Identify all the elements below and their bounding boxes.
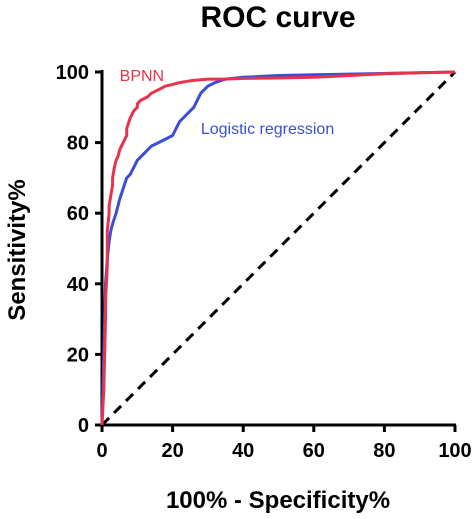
y-tick-label: 80 — [67, 133, 89, 155]
plot-area: 0 20 40 60 80 100 0 20 40 60 80 100 BPNN Logistic reg… — [56, 62, 472, 462]
x-tick-label: 0 — [96, 440, 107, 462]
y-tick-label: 20 — [67, 344, 89, 366]
reference-line — [100, 70, 457, 427]
chart-title: ROC curve — [200, 1, 355, 34]
x-tick-label: 100 — [438, 440, 471, 462]
y-tick-label: 100 — [56, 62, 89, 84]
series-label-bpnn: BPNN — [120, 68, 164, 85]
x-tick-label: 20 — [161, 440, 183, 462]
series-line-bpnn — [100, 70, 456, 426]
series-label-logistic-regression: Logistic regression — [201, 121, 334, 138]
y-axis-label: Sensitivity% — [4, 179, 31, 320]
y-tick-label: 60 — [67, 203, 89, 225]
x-tick-label: 60 — [303, 440, 325, 462]
x-axis-label: 100% - Specificity% — [166, 487, 390, 514]
x-tick-label: 80 — [373, 440, 395, 462]
y-tick-label: 40 — [67, 274, 89, 296]
x-tick-label: 40 — [232, 440, 254, 462]
y-tick-label: 0 — [78, 415, 89, 437]
